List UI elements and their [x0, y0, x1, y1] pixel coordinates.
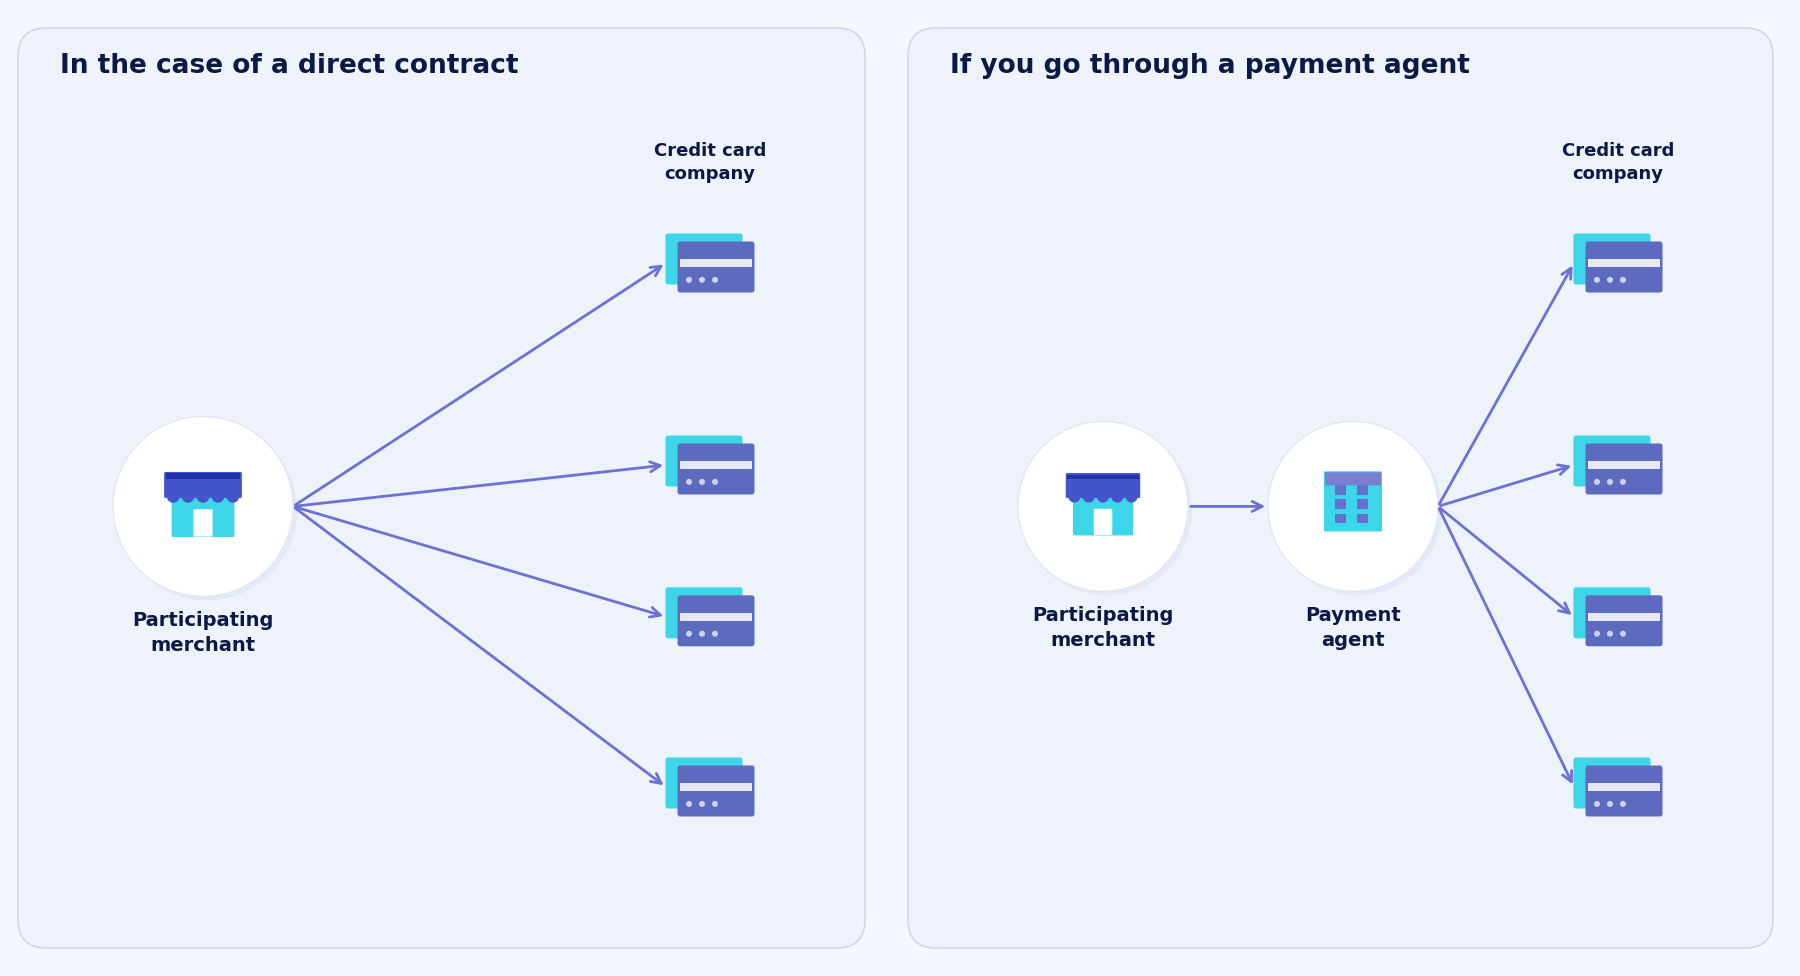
Circle shape — [686, 277, 691, 283]
Circle shape — [1620, 630, 1625, 636]
Circle shape — [1620, 277, 1625, 283]
Circle shape — [1595, 479, 1600, 485]
Circle shape — [686, 801, 691, 807]
Bar — [1336, 485, 1346, 495]
FancyBboxPatch shape — [1073, 491, 1134, 536]
FancyBboxPatch shape — [677, 443, 754, 495]
Circle shape — [1607, 479, 1613, 485]
FancyBboxPatch shape — [677, 241, 754, 293]
Bar — [1357, 499, 1368, 509]
Circle shape — [698, 277, 706, 283]
Circle shape — [1273, 426, 1442, 595]
Text: Payment
agent: Payment agent — [1305, 606, 1400, 650]
Circle shape — [686, 630, 691, 636]
FancyBboxPatch shape — [1573, 233, 1651, 284]
Circle shape — [1019, 422, 1188, 591]
Circle shape — [113, 417, 293, 596]
Text: Participating
merchant: Participating merchant — [133, 611, 274, 656]
FancyBboxPatch shape — [907, 28, 1773, 948]
Bar — [1336, 513, 1346, 523]
Bar — [1067, 474, 1139, 479]
Text: Participating
merchant: Participating merchant — [1033, 606, 1174, 650]
FancyBboxPatch shape — [1325, 472, 1381, 485]
Circle shape — [167, 490, 180, 503]
Circle shape — [1595, 277, 1600, 283]
Bar — [680, 783, 752, 791]
Circle shape — [1082, 491, 1094, 503]
Bar — [1588, 783, 1660, 791]
FancyBboxPatch shape — [1573, 588, 1651, 638]
FancyBboxPatch shape — [1586, 241, 1663, 293]
FancyBboxPatch shape — [666, 435, 743, 486]
Bar — [1357, 485, 1368, 495]
Bar — [680, 259, 752, 267]
Circle shape — [1620, 801, 1625, 807]
Circle shape — [698, 801, 706, 807]
FancyBboxPatch shape — [193, 509, 212, 537]
Circle shape — [1595, 801, 1600, 807]
Circle shape — [1111, 491, 1123, 503]
Circle shape — [1607, 630, 1613, 636]
Bar — [1336, 499, 1346, 509]
Bar — [1588, 259, 1660, 267]
FancyBboxPatch shape — [18, 28, 866, 948]
Circle shape — [212, 490, 225, 503]
Circle shape — [1125, 491, 1138, 503]
Circle shape — [1096, 491, 1109, 503]
Circle shape — [196, 490, 209, 503]
Text: Credit card
company: Credit card company — [1562, 142, 1674, 183]
Circle shape — [713, 630, 718, 636]
Bar — [166, 473, 241, 478]
FancyBboxPatch shape — [1094, 508, 1112, 535]
Circle shape — [1607, 801, 1613, 807]
Circle shape — [698, 630, 706, 636]
Circle shape — [1607, 277, 1613, 283]
Circle shape — [227, 490, 239, 503]
FancyBboxPatch shape — [677, 765, 754, 817]
Circle shape — [713, 277, 718, 283]
FancyBboxPatch shape — [666, 588, 743, 638]
Circle shape — [1595, 630, 1600, 636]
Circle shape — [1267, 422, 1438, 591]
FancyBboxPatch shape — [666, 757, 743, 808]
FancyBboxPatch shape — [1066, 473, 1139, 498]
FancyBboxPatch shape — [1573, 435, 1651, 486]
Bar — [680, 613, 752, 621]
Circle shape — [686, 479, 691, 485]
FancyBboxPatch shape — [1586, 443, 1663, 495]
FancyBboxPatch shape — [1586, 595, 1663, 646]
Bar — [1588, 461, 1660, 469]
Text: Credit card
company: Credit card company — [653, 142, 767, 183]
Circle shape — [117, 421, 297, 600]
Circle shape — [1022, 426, 1192, 595]
FancyBboxPatch shape — [171, 490, 234, 537]
FancyBboxPatch shape — [1325, 471, 1382, 532]
Circle shape — [182, 490, 194, 503]
Circle shape — [713, 801, 718, 807]
Circle shape — [1069, 491, 1080, 503]
Bar — [1357, 513, 1368, 523]
Bar — [680, 461, 752, 469]
Text: If you go through a payment agent: If you go through a payment agent — [950, 53, 1471, 79]
FancyBboxPatch shape — [1586, 765, 1663, 817]
FancyBboxPatch shape — [1573, 757, 1651, 808]
FancyBboxPatch shape — [666, 233, 743, 284]
Text: In the case of a direct contract: In the case of a direct contract — [59, 53, 518, 79]
Circle shape — [713, 479, 718, 485]
Circle shape — [698, 479, 706, 485]
FancyBboxPatch shape — [164, 472, 241, 498]
Bar — [1588, 613, 1660, 621]
FancyBboxPatch shape — [677, 595, 754, 646]
Circle shape — [1620, 479, 1625, 485]
